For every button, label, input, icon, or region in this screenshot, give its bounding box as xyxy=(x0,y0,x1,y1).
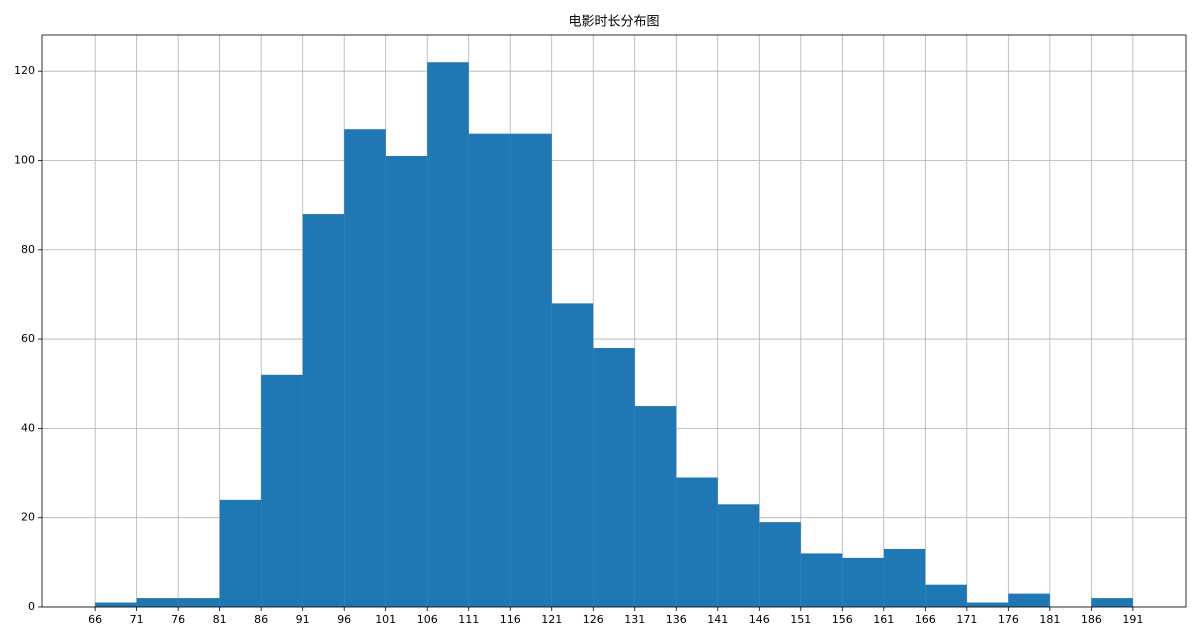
bar xyxy=(883,548,926,607)
bar xyxy=(344,129,386,607)
bar xyxy=(676,477,718,607)
plot-frame xyxy=(41,34,1187,608)
x-tick-label: 131 xyxy=(624,613,645,626)
x-tick-label: 151 xyxy=(790,613,811,626)
bar xyxy=(219,499,262,607)
x-tick-label: 146 xyxy=(749,613,770,626)
y-tick-label: 0 xyxy=(28,600,35,613)
x-tick-label: 86 xyxy=(254,613,268,626)
bar xyxy=(593,348,635,607)
x-tick-label: 171 xyxy=(956,613,977,626)
bar xyxy=(842,557,884,607)
chart-title: 电影时长分布图 xyxy=(568,15,659,30)
bar xyxy=(261,374,303,607)
x-tick-label: 91 xyxy=(296,613,310,626)
x-tick-label: 106 xyxy=(417,613,438,626)
x-tick-label: 191 xyxy=(1122,613,1143,626)
bar xyxy=(427,62,469,607)
x-tick-label: 101 xyxy=(375,613,396,626)
y-tick-label: 20 xyxy=(21,511,35,524)
x-tick-label: 166 xyxy=(915,613,936,626)
y-tick-label: 100 xyxy=(14,153,35,166)
bar xyxy=(95,602,137,607)
y-tick-label: 40 xyxy=(21,421,35,434)
bar xyxy=(468,133,511,607)
bar xyxy=(1008,593,1050,607)
bar xyxy=(800,553,843,607)
x-tick-label: 96 xyxy=(337,613,351,626)
y-tick-label: 80 xyxy=(21,243,35,256)
bar xyxy=(136,598,179,607)
x-tick-label: 156 xyxy=(832,613,853,626)
x-tick-label: 111 xyxy=(458,613,479,626)
bar xyxy=(510,133,552,607)
bar xyxy=(634,406,677,607)
y-tick-label: 120 xyxy=(14,64,35,77)
bar xyxy=(925,584,967,607)
x-tick-label: 116 xyxy=(500,613,521,626)
x-tick-label: 126 xyxy=(583,613,604,626)
x-tick-label: 136 xyxy=(666,613,687,626)
x-tick-label: 81 xyxy=(213,613,227,626)
bar xyxy=(178,598,220,607)
x-tick-label: 176 xyxy=(998,613,1019,626)
x-tick-label: 181 xyxy=(1039,613,1060,626)
x-tick-label: 71 xyxy=(130,613,144,626)
bar xyxy=(1091,598,1133,607)
bar xyxy=(551,303,594,607)
x-tick-label: 66 xyxy=(88,613,102,626)
bar xyxy=(302,214,345,607)
bar xyxy=(385,156,428,607)
x-tick-label: 141 xyxy=(707,613,728,626)
bar xyxy=(966,602,1009,607)
bar xyxy=(717,504,760,607)
x-tick-label: 186 xyxy=(1081,613,1102,626)
x-tick-label: 76 xyxy=(171,613,185,626)
bar xyxy=(759,522,801,607)
x-tick-label: 161 xyxy=(873,613,894,626)
y-tick-label: 60 xyxy=(21,332,35,345)
x-tick-label: 121 xyxy=(541,613,562,626)
